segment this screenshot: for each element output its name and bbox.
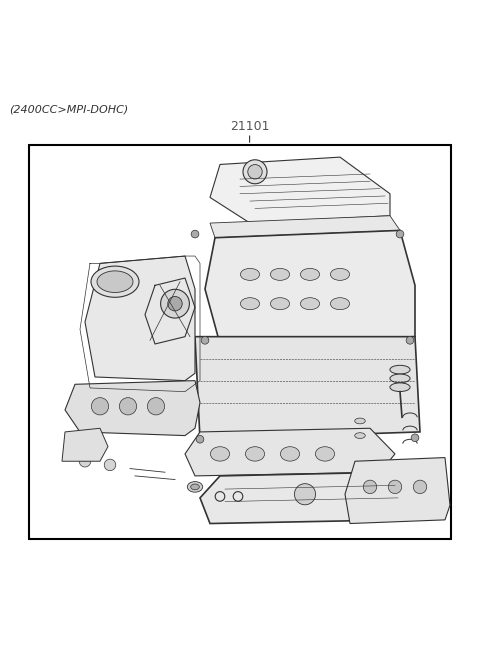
Text: (2400CC>MPI-DOHC): (2400CC>MPI-DOHC) (10, 104, 129, 115)
Ellipse shape (300, 297, 320, 310)
Circle shape (294, 483, 315, 505)
Circle shape (413, 480, 427, 494)
Ellipse shape (355, 433, 365, 438)
Circle shape (388, 480, 402, 494)
Circle shape (161, 290, 190, 318)
Circle shape (396, 230, 404, 238)
Circle shape (363, 480, 377, 494)
Circle shape (243, 160, 267, 184)
Ellipse shape (191, 484, 199, 490)
Ellipse shape (240, 297, 260, 310)
Ellipse shape (300, 269, 320, 280)
Circle shape (120, 398, 137, 415)
Circle shape (248, 164, 262, 179)
Circle shape (94, 441, 106, 453)
Circle shape (406, 337, 414, 344)
Ellipse shape (270, 297, 289, 310)
Ellipse shape (390, 365, 410, 374)
Ellipse shape (330, 269, 349, 280)
Ellipse shape (187, 481, 203, 492)
Polygon shape (185, 428, 395, 476)
Ellipse shape (355, 418, 365, 424)
Polygon shape (345, 458, 450, 523)
Polygon shape (62, 428, 108, 461)
Polygon shape (205, 231, 415, 344)
Ellipse shape (390, 374, 410, 383)
Polygon shape (200, 472, 405, 523)
Ellipse shape (210, 447, 229, 461)
Circle shape (147, 398, 165, 415)
Ellipse shape (245, 447, 264, 461)
Polygon shape (85, 256, 195, 381)
Ellipse shape (270, 269, 289, 280)
Ellipse shape (280, 447, 300, 461)
Polygon shape (65, 381, 200, 436)
Circle shape (201, 337, 209, 344)
Ellipse shape (390, 383, 410, 392)
Ellipse shape (315, 447, 335, 461)
Polygon shape (210, 215, 400, 238)
Circle shape (91, 398, 108, 415)
Text: 21101: 21101 (230, 120, 269, 133)
Circle shape (191, 230, 199, 238)
Circle shape (79, 455, 91, 467)
Circle shape (411, 434, 419, 441)
Polygon shape (195, 337, 420, 440)
Ellipse shape (240, 269, 260, 280)
Ellipse shape (330, 297, 349, 310)
Circle shape (196, 436, 204, 443)
Circle shape (104, 459, 116, 471)
Ellipse shape (91, 266, 139, 297)
Ellipse shape (97, 271, 133, 293)
Circle shape (168, 297, 182, 311)
Polygon shape (210, 157, 390, 223)
Bar (29, 145, 451, 538)
